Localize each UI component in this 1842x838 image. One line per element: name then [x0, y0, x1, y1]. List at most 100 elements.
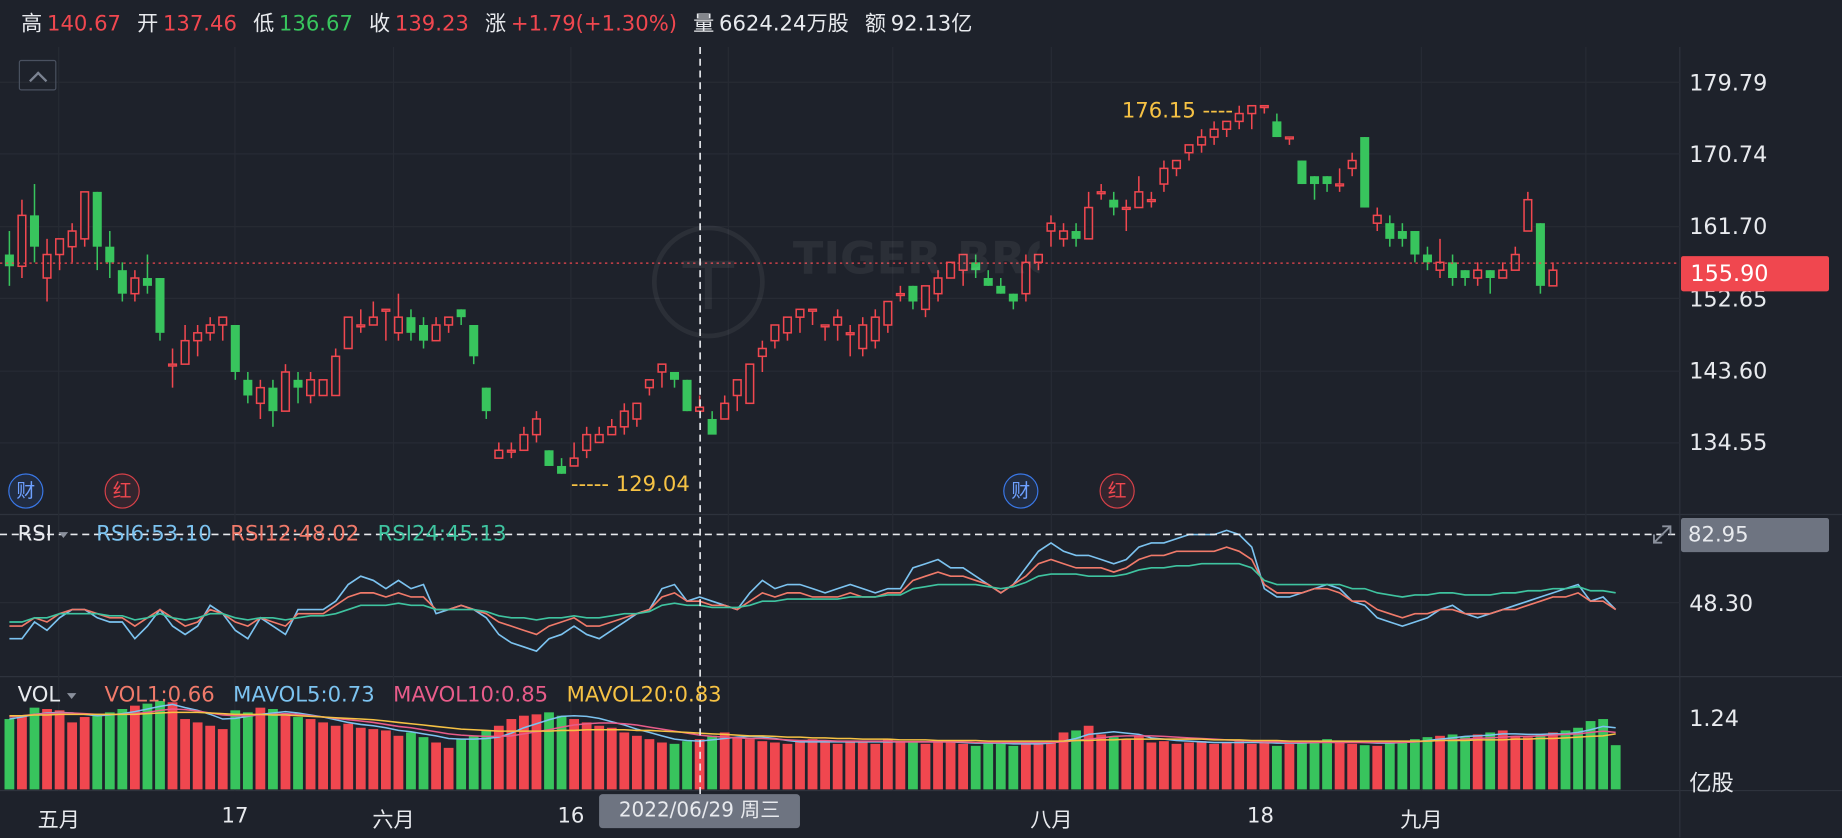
- volume-bar: [180, 719, 190, 790]
- candle-body: [782, 316, 793, 334]
- volume-bar: [468, 735, 479, 790]
- price-axis-label: 161.70: [1689, 213, 1768, 240]
- candle-body: [1473, 269, 1483, 279]
- candle-body: [833, 316, 843, 326]
- expand-icon[interactable]: [1652, 524, 1673, 545]
- candle-body: [1196, 136, 1207, 146]
- volume-bar: [857, 742, 868, 790]
- dividend-badge-icon[interactable]: 红: [104, 473, 140, 509]
- candle-body: [1159, 167, 1169, 185]
- earnings-badge-icon[interactable]: 财: [8, 473, 44, 509]
- volume-bar: [1108, 737, 1119, 790]
- candle-body: [607, 426, 617, 436]
- candle-body: [983, 278, 993, 286]
- candle-body: [356, 324, 366, 328]
- earnings-badge-icon[interactable]: 财: [1003, 473, 1039, 509]
- date-axis-label: 16: [557, 803, 585, 829]
- volume-bar: [920, 743, 931, 790]
- volume-bar: [305, 719, 316, 790]
- price-summary-bar: 高 140.67 开 137.46 低 136.67 收 139.23 涨 +1.79(+…: [21, 7, 982, 38]
- volume-ma-line: [9, 708, 1616, 744]
- candle-body: [958, 253, 968, 271]
- volume-bar: [757, 741, 768, 790]
- candle-body: [29, 215, 40, 247]
- candle-body: [1033, 253, 1044, 264]
- volume-bar: [782, 743, 793, 790]
- volume-bar: [1447, 734, 1458, 790]
- volume-bar: [958, 743, 969, 790]
- mavol10-legend: MAVOL10:0.85: [393, 682, 549, 708]
- rsi-axis-label: 48.30: [1689, 590, 1754, 617]
- open-value: 137.46: [162, 11, 237, 37]
- candle-body: [280, 371, 291, 412]
- candle-body: [105, 246, 115, 263]
- volume-bar: [1384, 742, 1395, 790]
- vol-indicator-selector[interactable]: VOL: [18, 683, 77, 708]
- volume-bar: [104, 712, 115, 790]
- dividend-badge-icon[interactable]: 红: [1099, 473, 1135, 509]
- mavol20-legend: MAVOL20:0.83: [566, 682, 722, 708]
- candle-body: [1046, 222, 1056, 232]
- candle-body: [1435, 261, 1445, 271]
- rsi-series-line: [9, 562, 1616, 623]
- price-axis-label: 143.60: [1689, 358, 1768, 385]
- candle-body: [619, 410, 629, 428]
- volume-bar: [707, 735, 718, 790]
- volume-bar: [744, 739, 755, 790]
- volume-bar: [1209, 743, 1220, 790]
- candle-body: [669, 371, 680, 380]
- candle-body: [318, 379, 328, 397]
- candle-body: [594, 433, 604, 444]
- rsi-indicator-selector[interactable]: RSI: [18, 522, 69, 547]
- volume-bar: [1585, 721, 1596, 790]
- volume-bar: [79, 717, 90, 790]
- volume-bar: [205, 725, 216, 790]
- volume-bar: [155, 700, 165, 790]
- volume-bar: [506, 719, 517, 790]
- volume-value: 6624.24万股: [719, 11, 849, 37]
- candle-body: [770, 324, 780, 342]
- volume-bar: [1096, 734, 1107, 790]
- volume-bar: [1334, 742, 1345, 790]
- candle-body: [1397, 231, 1407, 239]
- candle-body: [17, 214, 27, 268]
- volume-bar: [1246, 743, 1257, 790]
- volume-bar: [1234, 741, 1245, 790]
- candle-body: [268, 387, 278, 412]
- mavol5-legend: MAVOL5:0.73: [233, 682, 375, 708]
- candle-body: [180, 339, 190, 365]
- watermark-text: TIGER BROKERS: [793, 233, 1040, 285]
- volume-label: 量: [693, 11, 715, 37]
- volume-bar: [17, 715, 27, 790]
- volume-bar: [544, 712, 554, 790]
- candle-body: [707, 418, 717, 435]
- volume-bar: [1510, 735, 1521, 790]
- date-axis-label: 18: [1246, 803, 1274, 829]
- candle-body: [971, 262, 981, 271]
- volume-bar: [606, 727, 617, 790]
- rsi24-legend: RSI24:45.13: [377, 521, 507, 547]
- candle-body: [1021, 261, 1031, 295]
- collapse-chevron-icon[interactable]: [18, 59, 57, 91]
- candle-body: [255, 386, 265, 405]
- candle-body: [1259, 104, 1269, 109]
- candle-body: [1360, 137, 1370, 208]
- volume-bar: [1422, 737, 1433, 790]
- volume-bar: [456, 739, 467, 790]
- volume-bar: [230, 710, 241, 790]
- volume-bar: [882, 739, 893, 790]
- volume-bar: [970, 745, 981, 790]
- volume-bar: [255, 707, 266, 790]
- volume-bar: [845, 741, 856, 790]
- candle-body: [444, 316, 454, 326]
- volume-bar: [1548, 732, 1558, 790]
- candle-body: [456, 309, 466, 318]
- candle-body: [469, 325, 479, 357]
- volume-bar: [1171, 743, 1182, 790]
- candle-body: [1234, 112, 1244, 123]
- volume-bar: [242, 712, 253, 790]
- volume-bar: [719, 732, 730, 790]
- amount-value: 92.13亿: [890, 11, 973, 37]
- candle-body: [306, 379, 316, 397]
